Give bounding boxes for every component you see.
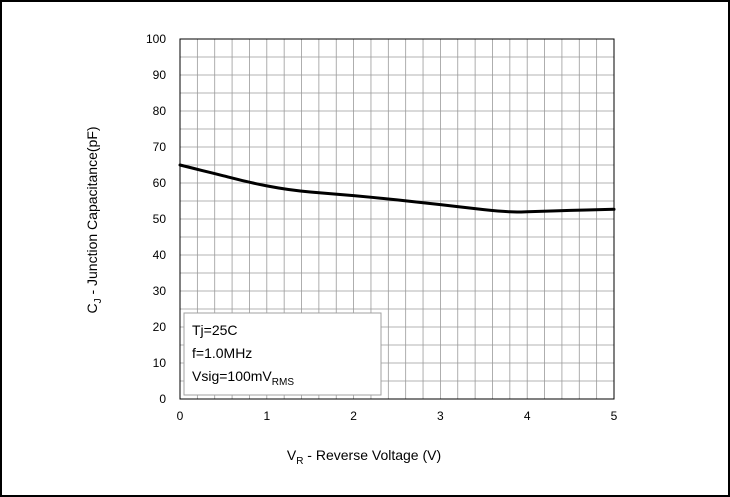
y-axis-label-sub: J: [93, 298, 104, 303]
y-axis-label-main: C: [84, 303, 100, 313]
x-tick-label: 3: [437, 409, 444, 423]
x-tick-label: 0: [177, 409, 184, 423]
y-axis-label-rest: - Junction Capacitance(pF): [84, 126, 100, 298]
x-tick-labels: 0 1 2 3 4 5: [177, 409, 618, 423]
legend-frequency: f=1.0MHz: [192, 345, 252, 361]
x-axis-label-rest: - Reverse Voltage (V): [303, 447, 441, 463]
x-tick-label: 5: [611, 409, 618, 423]
x-axis-label-sub: R: [296, 456, 303, 467]
y-tick-label: 10: [153, 356, 167, 370]
legend-vsig-sub: RMS: [272, 377, 295, 388]
y-tick-label: 60: [153, 176, 167, 190]
y-tick-label: 30: [153, 284, 167, 298]
y-tick-label: 90: [153, 68, 167, 82]
x-tick-label: 1: [263, 409, 270, 423]
x-tick-label: 2: [350, 409, 357, 423]
legend-vsig-main: Vsig=100mV: [192, 368, 272, 384]
legend-tj: Tj=25C: [192, 322, 238, 338]
y-tick-label: 50: [153, 212, 167, 226]
y-tick-label: 70: [153, 140, 167, 154]
x-tick-label: 4: [524, 409, 531, 423]
legend-box: Tj=25C f=1.0MHz Vsig=100mVRMS: [183, 312, 382, 396]
y-tick-labels: 0 10 20 30 40 50 60 70 80 90 100: [146, 32, 166, 406]
x-axis-label-main: V: [287, 447, 297, 463]
y-tick-label: 100: [146, 32, 166, 46]
legend-vsig: Vsig=100mVRMS: [192, 368, 294, 388]
y-tick-label: 80: [153, 104, 167, 118]
legend-frame: [183, 312, 382, 396]
y-tick-label: 0: [159, 392, 166, 406]
capacitance-series-line: [178, 163, 616, 214]
y-axis-label: CJ - Junction Capacitance(pF): [84, 126, 104, 313]
y-tick-label: 20: [153, 320, 167, 334]
x-axis-label: VR - Reverse Voltage (V): [287, 447, 441, 467]
y-tick-label: 40: [153, 248, 167, 262]
plot-area-border: [179, 38, 615, 400]
